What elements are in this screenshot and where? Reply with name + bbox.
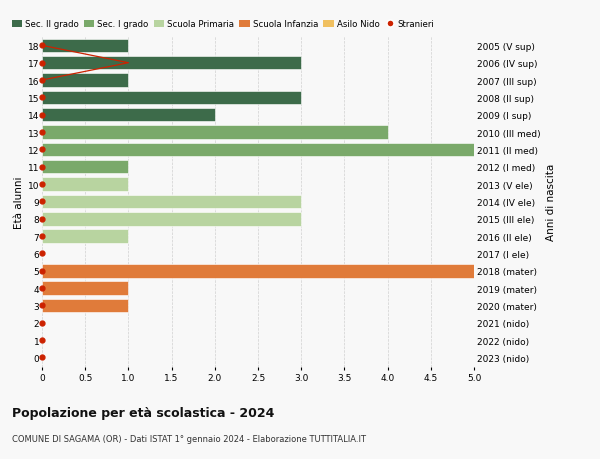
Text: Popolazione per età scolastica - 2024: Popolazione per età scolastica - 2024 bbox=[12, 406, 274, 419]
Bar bbox=[42, 178, 128, 191]
Bar bbox=[42, 39, 128, 53]
Bar bbox=[42, 161, 128, 174]
Bar bbox=[42, 74, 128, 88]
Bar bbox=[42, 299, 128, 313]
Bar bbox=[42, 195, 301, 209]
Bar bbox=[42, 126, 388, 140]
Bar bbox=[42, 213, 301, 226]
Text: COMUNE DI SAGAMA (OR) - Dati ISTAT 1° gennaio 2024 - Elaborazione TUTTITALIA.IT: COMUNE DI SAGAMA (OR) - Dati ISTAT 1° ge… bbox=[12, 434, 366, 443]
Legend: Sec. II grado, Sec. I grado, Scuola Primaria, Scuola Infanzia, Asilo Nido, Stran: Sec. II grado, Sec. I grado, Scuola Prim… bbox=[12, 20, 434, 29]
Y-axis label: Età alunni: Età alunni bbox=[14, 176, 23, 228]
Bar bbox=[42, 91, 301, 105]
Bar bbox=[42, 143, 474, 157]
Bar bbox=[42, 264, 474, 278]
Bar bbox=[42, 230, 128, 243]
Bar bbox=[42, 109, 215, 122]
Bar bbox=[42, 282, 128, 295]
Bar bbox=[42, 57, 301, 70]
Y-axis label: Anni di nascita: Anni di nascita bbox=[546, 163, 556, 241]
